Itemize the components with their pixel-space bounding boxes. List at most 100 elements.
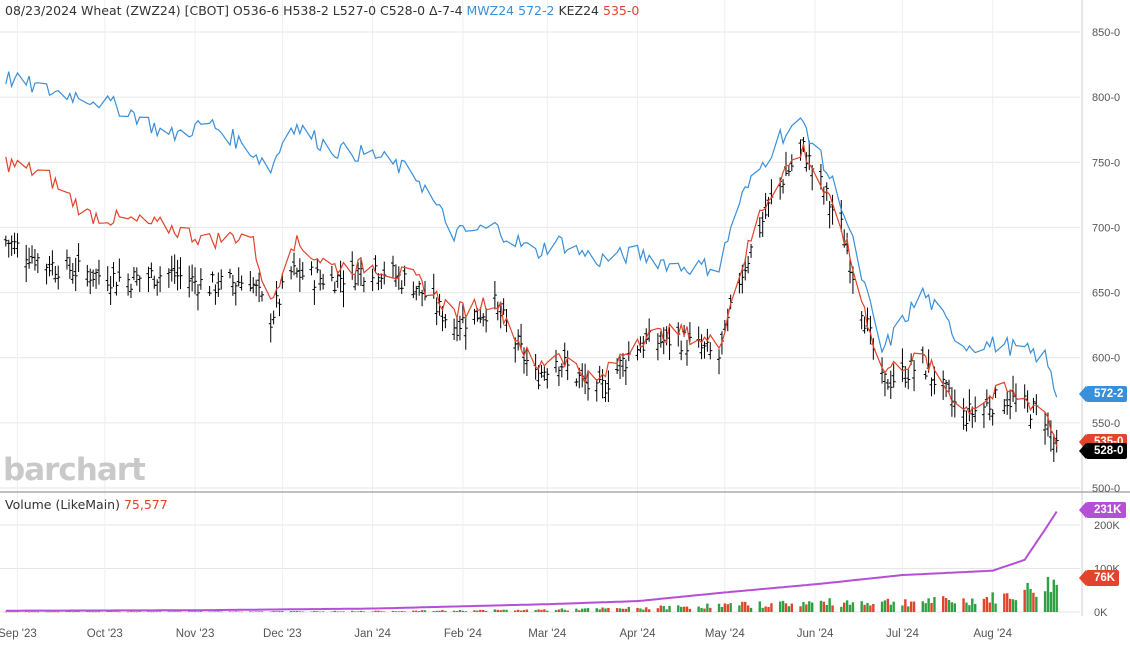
- volume-bar: [7, 611, 10, 613]
- ohlc-bar: [559, 363, 564, 378]
- volume-bar: [880, 601, 884, 612]
- volume-bar: [845, 600, 849, 612]
- volume-label: Volume (LikeMain): [5, 497, 120, 512]
- ohlc-bar: [417, 280, 422, 296]
- volume-bar: [33, 611, 37, 613]
- volume-bar: [534, 610, 537, 612]
- volume-bar: [374, 610, 377, 612]
- volume-bar: [150, 611, 153, 613]
- volume-bar: [394, 611, 398, 612]
- ohlc-bar: [24, 244, 29, 283]
- ohlc-bar: [1028, 414, 1033, 429]
- volume-bar: [275, 611, 278, 612]
- ohlc-bar: [542, 366, 547, 381]
- volume-bar: [860, 601, 863, 612]
- ohlc-bar: [967, 389, 972, 422]
- volume-bar: [1014, 600, 1018, 612]
- ohlc-bar: [321, 273, 326, 290]
- volume-bar: [831, 605, 834, 612]
- volume-bar: [1026, 582, 1029, 612]
- ohlc-bar: [524, 347, 529, 377]
- ohlc-bar: [1002, 399, 1007, 414]
- ohlc-bar: [455, 317, 460, 342]
- volume-bar: [1003, 593, 1006, 612]
- ohlc-bar: [289, 266, 294, 280]
- volume-bar: [618, 608, 622, 612]
- ohlc-bar: [923, 370, 928, 380]
- kez-label: KEZ24: [558, 3, 600, 18]
- ohlc-bar: [166, 268, 171, 288]
- ohlc-bar: [644, 328, 649, 345]
- volume-bar: [316, 611, 319, 612]
- ohlc-bar: [44, 263, 49, 285]
- volume-bar: [112, 611, 115, 613]
- volume-bar: [94, 611, 98, 613]
- volume-bar: [455, 611, 459, 612]
- ohlc-bar: [297, 258, 302, 292]
- ohlc-bar: [108, 276, 113, 306]
- volume-bar: [188, 611, 191, 612]
- price-tick-label: 600-0: [1092, 353, 1120, 365]
- volume-bar: [400, 611, 403, 612]
- price-axis: 850-0 800-0 750-0 700-0 650-0 600-0 550-0 500-0: [1092, 27, 1120, 495]
- volume-bar: [578, 610, 581, 612]
- price-tick-label: 750-0: [1092, 157, 1120, 169]
- volume-bar: [927, 598, 930, 612]
- volume-bar: [234, 611, 237, 612]
- volume-bar: [665, 609, 668, 612]
- volume-bar: [272, 611, 275, 612]
- volume-bar: [138, 611, 141, 612]
- volume-bar: [930, 603, 933, 612]
- volume-bar: [231, 611, 235, 613]
- ohlc-bar: [679, 340, 684, 361]
- volume-bar: [601, 607, 604, 612]
- ohlc-bar: [213, 284, 218, 305]
- volume-bar: [974, 603, 977, 612]
- volume-bar: [965, 602, 968, 612]
- zwz24-ohlc-bars: [3, 136, 1059, 462]
- ohlc-bar: [929, 377, 934, 397]
- volume-bar: [781, 600, 785, 612]
- ohlc-bar: [463, 315, 468, 350]
- ohlc-bar: [708, 342, 713, 360]
- ohlc-bar: [47, 255, 52, 277]
- volume-bar: [575, 608, 578, 612]
- mwz-label: MWZ24: [466, 3, 515, 18]
- ohlc-bar: [251, 277, 256, 294]
- volume-bar: [482, 609, 485, 612]
- ohlc-bar: [399, 280, 404, 294]
- volume-bar: [700, 607, 703, 612]
- ohlc-bar: [15, 233, 20, 258]
- ohlc-bar: [944, 379, 949, 398]
- volume-bar: [950, 602, 954, 612]
- volume-bar: [91, 611, 95, 613]
- date-tick-label: Feb '24: [444, 628, 483, 640]
- volume-bar: [438, 610, 441, 612]
- ohlc-bar: [254, 279, 259, 297]
- ohlc-bar: [460, 304, 465, 324]
- volume-bar: [179, 611, 182, 613]
- volume-bar: [808, 601, 811, 612]
- volume-bar: [281, 611, 284, 612]
- ohlc-bar: [227, 268, 232, 279]
- ohlc-bar: [332, 281, 337, 294]
- ohlc-bar: [786, 165, 791, 177]
- volume-bar: [636, 607, 639, 612]
- price-tick-label: 700-0: [1092, 222, 1120, 234]
- volume-bar: [208, 611, 211, 613]
- volume-bar: [709, 607, 712, 612]
- ohlc-bar: [984, 389, 989, 407]
- volume-bar: [784, 603, 788, 612]
- volume-bar: [452, 610, 456, 612]
- ohlc-bar: [885, 378, 890, 390]
- volume-tick-label: 0K: [1094, 607, 1108, 619]
- ohlc-bar: [565, 350, 570, 381]
- ohlc-bar: [492, 280, 497, 310]
- volume-bar: [155, 611, 159, 612]
- ohlc-bar: [900, 348, 905, 382]
- ohlc-bar: [990, 409, 995, 426]
- ohlc-bar: [292, 252, 297, 276]
- volume-bar: [851, 602, 855, 612]
- ohlc-bar: [329, 265, 334, 282]
- price-tick-label: 550-0: [1092, 418, 1120, 430]
